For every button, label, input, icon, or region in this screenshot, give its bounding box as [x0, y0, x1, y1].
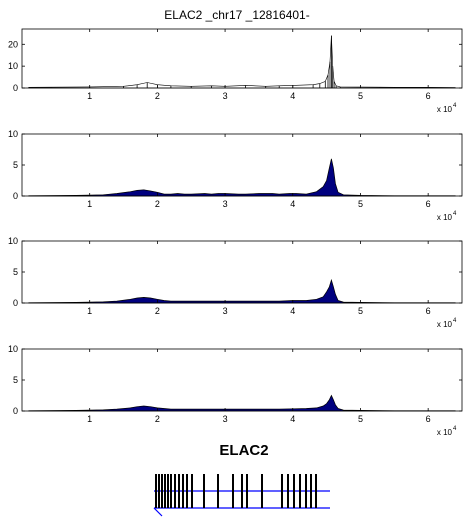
exon-6: [170, 474, 172, 508]
exon-24: [315, 474, 317, 508]
exon-19: [287, 474, 289, 508]
exon-2: [158, 474, 160, 508]
x-tick-label: 5: [358, 414, 363, 424]
exon-22: [305, 474, 307, 508]
x-tick-label: 6: [426, 306, 431, 316]
series-area-third: [28, 278, 456, 304]
y-tick-label: 0: [13, 191, 18, 201]
x-tick-label: 2: [155, 306, 160, 316]
x-tick-label: 5: [358, 199, 363, 209]
x-tick-label: 2: [155, 199, 160, 209]
exon-9: [182, 474, 184, 508]
exon-5: [167, 474, 169, 508]
x-tick-label: 5: [358, 91, 363, 101]
x-tick-label: 6: [426, 414, 431, 424]
strand-arrow: [153, 507, 163, 517]
y-tick-label: 0: [13, 406, 18, 416]
exon-4: [164, 474, 166, 508]
x-tick-label: 3: [223, 414, 228, 424]
exon-7: [174, 474, 176, 508]
series-area-bottom: [28, 394, 456, 412]
y-tick-label: 5: [13, 375, 18, 385]
exon-12: [203, 474, 205, 508]
x-tick-label: 4: [290, 414, 295, 424]
axes-box-bottom: [21, 348, 463, 412]
y-tick-label: 20: [8, 39, 18, 49]
x-multiplier: x 10: [437, 320, 453, 329]
y-tick-label: 5: [13, 267, 18, 277]
exon-17: [261, 474, 263, 508]
x-tick-label: 3: [223, 199, 228, 209]
gene-model: [153, 474, 330, 517]
x-multiplier: x 10: [437, 428, 453, 437]
exon-1: [155, 474, 157, 508]
figure-title: ELAC2 _chr17 _12816401-: [164, 8, 309, 22]
y-tick-label: 0: [13, 298, 18, 308]
exon-11: [191, 474, 193, 508]
x-tick-label: 6: [426, 199, 431, 209]
exon-20: [293, 474, 295, 508]
exon-8: [178, 474, 180, 508]
x-tick-label: 2: [155, 414, 160, 424]
x-tick-label: 1: [87, 199, 92, 209]
series-area-top: [28, 35, 456, 89]
x-tick-label: 4: [290, 306, 295, 316]
exon-15: [241, 474, 243, 508]
y-tick-label: 10: [8, 236, 18, 246]
x-tick-label: 4: [290, 91, 295, 101]
axes-box-third: [21, 240, 463, 304]
x-tick-label: 5: [358, 306, 363, 316]
x-multiplier: x 10: [437, 213, 453, 222]
x-tick-label: 1: [87, 91, 92, 101]
gene-title: ELAC2: [219, 442, 268, 459]
y-tick-label: 0: [13, 83, 18, 93]
exon-3: [161, 474, 163, 508]
axes-box-second: [21, 133, 463, 197]
x-multiplier-exponent: 4: [453, 103, 457, 109]
exon-23: [310, 474, 312, 508]
axes-box-top: [21, 28, 463, 89]
x-tick-label: 4: [290, 199, 295, 209]
x-multiplier-exponent: 4: [453, 211, 457, 217]
x-multiplier-exponent: 4: [453, 318, 457, 324]
x-multiplier: x 10: [437, 105, 453, 114]
exon-10: [186, 474, 188, 508]
x-tick-label: 3: [223, 306, 228, 316]
x-tick-label: 1: [87, 414, 92, 424]
y-tick-label: 5: [13, 160, 18, 170]
x-tick-label: 1: [87, 306, 92, 316]
exon-18: [281, 474, 283, 508]
exon-14: [232, 474, 234, 508]
x-tick-label: 6: [426, 91, 431, 101]
y-tick-label: 10: [8, 344, 18, 354]
x-tick-label: 2: [155, 91, 160, 101]
y-tick-label: 10: [8, 129, 18, 139]
x-multiplier-exponent: 4: [453, 426, 457, 432]
x-tick-label: 3: [223, 91, 228, 101]
exon-21: [299, 474, 301, 508]
y-tick-label: 10: [8, 61, 18, 71]
exon-13: [217, 474, 219, 508]
exon-16: [246, 474, 248, 508]
series-area-second: [28, 158, 456, 197]
